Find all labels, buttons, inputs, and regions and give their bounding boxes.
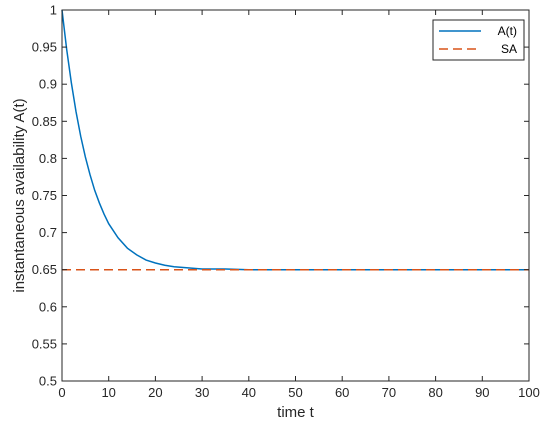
y-tick-label: 0.9 [39,77,57,92]
y-tick-label: 0.5 [39,374,57,389]
x-tick-label: 50 [288,385,302,400]
ticks-layer: 0 10 20 30 40 50 60 70 80 90 100 0.5 0.55 0.6 0.65 0.7 0… [32,3,540,401]
y-tick-label: 0.85 [32,114,57,129]
x-tick-label: 60 [335,385,349,400]
x-tick-label: 90 [475,385,489,400]
x-tick-label: 70 [382,385,396,400]
series-line-a-t [61,9,529,271]
y-tick-label: 0.95 [32,40,57,55]
x-tick-label: 40 [242,385,256,400]
y-tick-label: 0.65 [32,262,57,277]
y-tick-label: 1 [50,3,57,18]
y-tick-label: 0.75 [32,188,57,203]
y-tick-label: 0.6 [39,299,57,314]
x-tick-label: 0 [58,385,65,400]
y-tick-label: 0.55 [32,336,57,351]
legend-label: A(t) [498,24,517,38]
legend-box [432,19,525,61]
x-axis-label: time t [277,404,315,421]
y-axis-label: instantaneous availability A(t) [11,98,28,292]
x-tick-label: 100 [518,385,540,400]
legend-label: SA [501,42,517,56]
plot-area [62,10,529,381]
x-tick-label: 30 [195,385,209,400]
x-tick-label: 20 [148,385,162,400]
y-tick-label: 0.8 [39,151,57,166]
legend: A(t) SA [432,19,525,61]
x-tick-label: 10 [101,385,115,400]
series-layer [61,9,529,271]
x-tick-label: 80 [428,385,442,400]
y-tick-label: 0.7 [39,225,57,240]
